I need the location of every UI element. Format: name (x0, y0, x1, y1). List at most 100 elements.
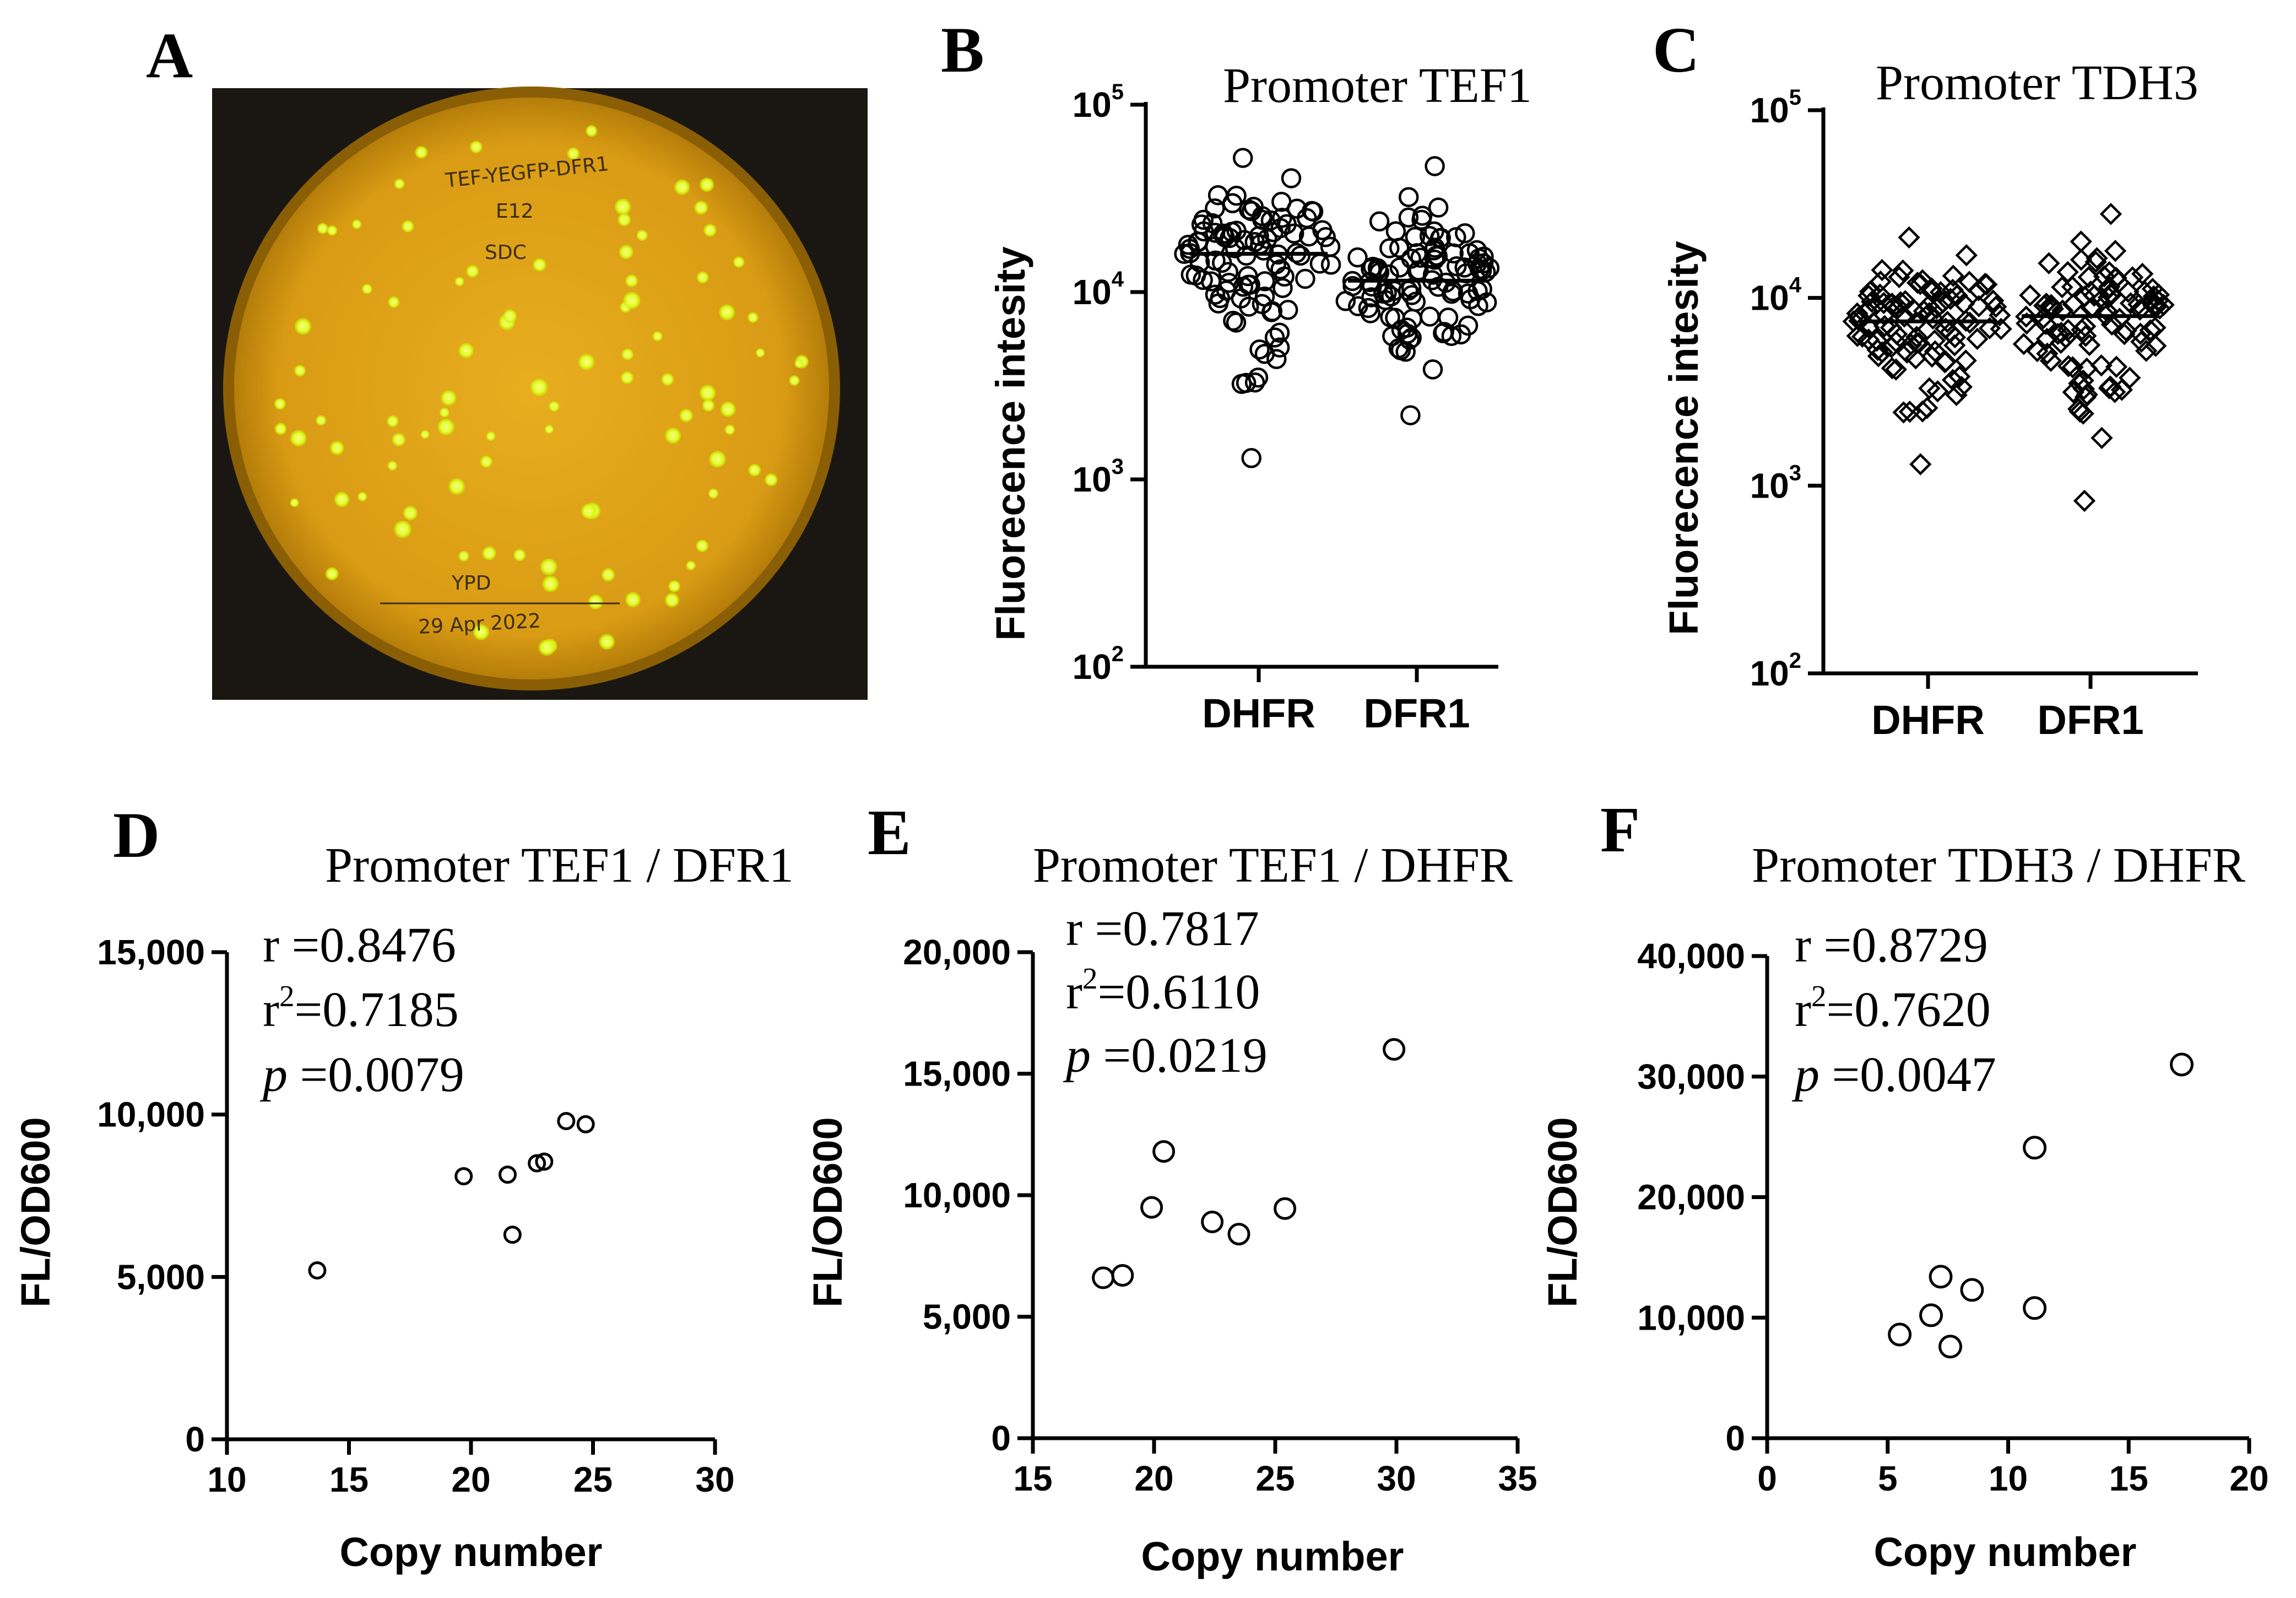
data-point (1274, 1197, 1297, 1220)
data-point (1905, 326, 1928, 348)
data-point (1269, 322, 1290, 343)
data-point (576, 1115, 595, 1133)
data-point (1410, 247, 1431, 268)
chart-e-stat-r2: r2=0.6110 (1066, 962, 1260, 1019)
chart-f-axes (1765, 956, 2249, 1440)
data-point (1320, 255, 1341, 275)
x-tick-label: 30 (1377, 1459, 1416, 1498)
data-point (1885, 323, 1908, 345)
chart-c-title: Promoter TDH3 (1876, 56, 2198, 110)
y-tick-label: 102 (1073, 642, 1124, 687)
colony (700, 385, 716, 401)
data-point (1872, 291, 1895, 315)
colony (351, 219, 362, 229)
data-point (2039, 349, 2062, 372)
x-tick-label: DFR1 (2037, 697, 2143, 743)
data-point (1236, 372, 1257, 393)
y-tick-label: 15,000 (97, 932, 205, 972)
y-tick-label: 103 (1750, 461, 1801, 505)
data-point (2038, 252, 2060, 274)
colony (720, 401, 736, 417)
data-point (2070, 230, 2092, 253)
chart-c-ylabel: Fluorecence intesity (1661, 241, 1707, 635)
data-point (2127, 293, 2150, 316)
data-point (1431, 228, 1451, 248)
colony (473, 624, 489, 640)
data-point (2035, 293, 2057, 315)
data-point (2075, 325, 2097, 347)
data-point (1881, 357, 1904, 380)
data-point (1295, 268, 1315, 289)
data-point (557, 1112, 576, 1130)
chart-c-axes (1821, 107, 2198, 676)
data-point (1881, 293, 1903, 315)
data-point (1898, 400, 1921, 423)
plate-label-line2: E12 (496, 200, 534, 223)
data-point (1938, 1335, 1962, 1359)
data-point (1920, 277, 1943, 300)
data-point (1252, 209, 1272, 230)
data-point (1934, 317, 1957, 340)
data-point (1428, 197, 1449, 218)
data-point (2062, 293, 2084, 316)
data-point (1441, 326, 1462, 346)
data-point (2117, 280, 2140, 303)
y-tick-label: 0 (185, 1419, 205, 1459)
data-point (1398, 187, 1419, 207)
data-point (1400, 405, 1421, 425)
colony (664, 593, 679, 607)
data-point (1249, 339, 1270, 360)
data-point (1941, 278, 1964, 301)
data-point (1869, 283, 1891, 306)
data-point (1205, 250, 1226, 271)
data-point (2095, 299, 2118, 322)
data-point (503, 1226, 522, 1244)
chart-f-stat-r2: r2=0.7620 (1795, 979, 1991, 1037)
colony (542, 575, 559, 592)
x-tick-label: 10 (207, 1460, 246, 1499)
data-point (2051, 299, 2074, 322)
data-point (1459, 243, 1480, 263)
data-point (1857, 328, 1880, 351)
data-point (454, 1167, 473, 1186)
y-tick-label: 20,000 (1637, 1178, 1745, 1217)
panel-letter-e: E (868, 796, 911, 868)
chart-e-axes (1031, 952, 1518, 1440)
data-point (1950, 375, 1973, 398)
data-point (2050, 331, 2072, 354)
chart-e: Promoter TEF1 / DHFR r =0.7817 r2=0.6110… (805, 838, 1537, 1579)
chart-f-title: Promoter TDH3 / DHFR (1752, 838, 2245, 893)
colony (708, 488, 719, 499)
data-point (1926, 380, 1949, 403)
data-point (1946, 284, 1968, 307)
colony (578, 354, 595, 370)
data-point (1909, 453, 1932, 476)
colony (482, 546, 496, 560)
data-point (1241, 448, 1261, 468)
data-point (2019, 284, 2042, 307)
chart-d-xlabel: Copy number (340, 1529, 603, 1575)
data-point (1188, 231, 1208, 252)
data-point (1943, 334, 1966, 357)
data-point (2086, 247, 2108, 269)
data-point (2139, 319, 2162, 342)
data-point (1383, 1038, 1406, 1061)
data-point (1347, 247, 1368, 268)
data-point (1205, 198, 1225, 219)
data-point (1945, 384, 1968, 407)
data-point (2075, 357, 2098, 380)
colony (652, 331, 663, 342)
data-point (1398, 207, 1419, 228)
x-tick-label: DHFR (1871, 697, 1985, 743)
colony (533, 258, 546, 272)
colony (294, 318, 312, 335)
colony (358, 492, 367, 501)
colony (621, 348, 633, 360)
data-point (1266, 349, 1287, 369)
data-point (2105, 267, 2127, 289)
data-point (1257, 229, 1277, 249)
data-point (1454, 257, 1475, 278)
y-tick-label: 10,000 (903, 1175, 1011, 1215)
y-tick-label: 104 (1073, 267, 1124, 312)
colony (327, 225, 338, 236)
